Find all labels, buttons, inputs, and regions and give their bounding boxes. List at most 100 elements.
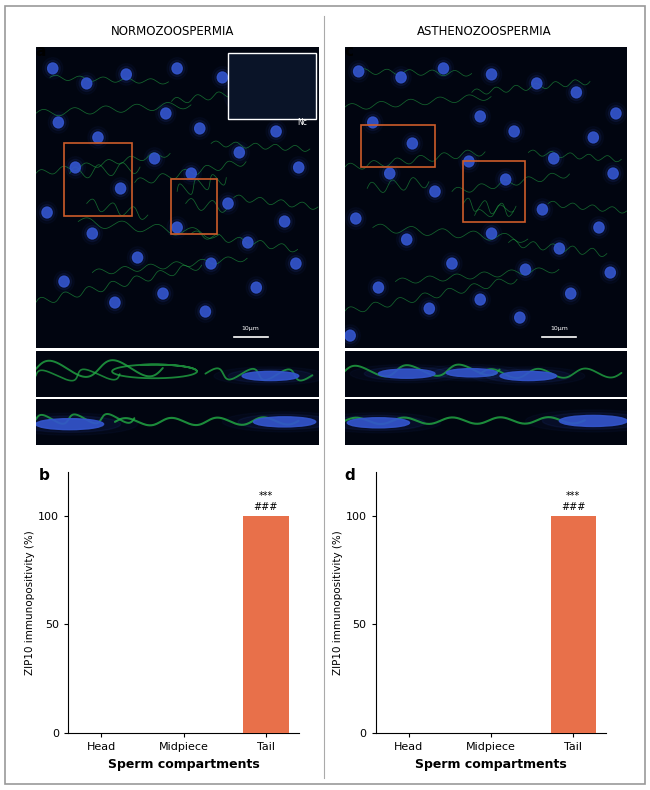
- Text: NORMOZOOSPERMIA: NORMOZOOSPERMIA: [111, 25, 234, 38]
- Circle shape: [130, 250, 145, 265]
- Circle shape: [434, 367, 510, 379]
- Circle shape: [68, 160, 83, 175]
- Circle shape: [546, 150, 562, 167]
- Circle shape: [81, 78, 92, 88]
- Circle shape: [299, 102, 309, 113]
- Circle shape: [594, 222, 604, 233]
- Circle shape: [529, 75, 545, 92]
- Circle shape: [254, 417, 316, 427]
- Text: ###: ###: [254, 502, 278, 512]
- Circle shape: [588, 132, 599, 143]
- Circle shape: [512, 310, 527, 325]
- Text: ###: ###: [561, 502, 586, 512]
- Circle shape: [271, 126, 281, 137]
- Circle shape: [116, 183, 125, 194]
- Circle shape: [172, 222, 182, 233]
- Circle shape: [251, 282, 261, 293]
- Circle shape: [223, 198, 233, 209]
- Circle shape: [158, 288, 168, 299]
- Circle shape: [396, 72, 406, 83]
- Circle shape: [254, 417, 316, 427]
- Text: d: d: [344, 468, 356, 483]
- Circle shape: [351, 63, 366, 80]
- Text: c: c: [344, 44, 354, 59]
- Circle shape: [254, 78, 270, 95]
- Circle shape: [566, 288, 576, 299]
- Circle shape: [532, 78, 542, 88]
- Circle shape: [552, 240, 567, 257]
- Circle shape: [608, 168, 618, 179]
- Circle shape: [378, 369, 435, 378]
- Circle shape: [396, 72, 406, 83]
- Circle shape: [261, 73, 285, 99]
- Circle shape: [53, 117, 64, 128]
- Circle shape: [70, 162, 81, 173]
- Circle shape: [509, 126, 519, 137]
- Circle shape: [261, 73, 285, 99]
- Circle shape: [382, 165, 397, 182]
- Circle shape: [473, 108, 488, 125]
- Circle shape: [368, 117, 378, 128]
- Text: ASTHENOZOOSPERMIA: ASTHENOZOOSPERMIA: [417, 25, 552, 38]
- Circle shape: [242, 237, 253, 248]
- Circle shape: [515, 312, 525, 323]
- Circle shape: [486, 69, 497, 80]
- Circle shape: [220, 195, 236, 212]
- Circle shape: [121, 69, 131, 80]
- Circle shape: [438, 63, 448, 73]
- Circle shape: [521, 264, 530, 275]
- Text: a: a: [36, 44, 46, 59]
- Circle shape: [158, 288, 168, 299]
- Y-axis label: ZIP10 immunopositivity (%): ZIP10 immunopositivity (%): [25, 530, 36, 675]
- Circle shape: [280, 88, 305, 115]
- Circle shape: [605, 267, 616, 278]
- Circle shape: [110, 297, 120, 308]
- Circle shape: [549, 153, 559, 164]
- Circle shape: [408, 138, 417, 149]
- Circle shape: [402, 234, 412, 245]
- Circle shape: [438, 63, 448, 73]
- Circle shape: [605, 267, 616, 278]
- Circle shape: [486, 228, 497, 239]
- Circle shape: [554, 243, 564, 254]
- Circle shape: [447, 258, 457, 269]
- Circle shape: [351, 213, 361, 224]
- Circle shape: [424, 303, 434, 314]
- Circle shape: [217, 72, 228, 83]
- Circle shape: [399, 231, 414, 247]
- Circle shape: [535, 201, 550, 217]
- Text: 10μm: 10μm: [242, 326, 259, 331]
- Circle shape: [475, 111, 486, 122]
- Circle shape: [194, 123, 205, 134]
- Circle shape: [351, 213, 361, 224]
- Circle shape: [251, 282, 261, 293]
- Circle shape: [158, 105, 174, 122]
- Circle shape: [299, 102, 309, 113]
- Circle shape: [198, 303, 213, 320]
- Circle shape: [538, 204, 547, 215]
- Text: b: b: [39, 468, 50, 483]
- Circle shape: [611, 108, 621, 118]
- Circle shape: [240, 235, 255, 250]
- Circle shape: [515, 312, 525, 323]
- Circle shape: [242, 371, 299, 381]
- Circle shape: [532, 78, 542, 88]
- Circle shape: [393, 70, 409, 85]
- Circle shape: [343, 328, 358, 344]
- Circle shape: [255, 67, 291, 105]
- Circle shape: [81, 78, 92, 88]
- Circle shape: [608, 105, 623, 122]
- Circle shape: [47, 63, 58, 73]
- Circle shape: [294, 162, 304, 173]
- Circle shape: [554, 243, 564, 254]
- Circle shape: [113, 180, 128, 197]
- Circle shape: [228, 369, 313, 383]
- Circle shape: [436, 60, 451, 77]
- Circle shape: [116, 183, 125, 194]
- Circle shape: [291, 160, 306, 175]
- Circle shape: [354, 66, 364, 77]
- Circle shape: [110, 297, 120, 308]
- Bar: [228, 54, 316, 119]
- Circle shape: [170, 60, 185, 77]
- Text: ***: ***: [259, 491, 273, 501]
